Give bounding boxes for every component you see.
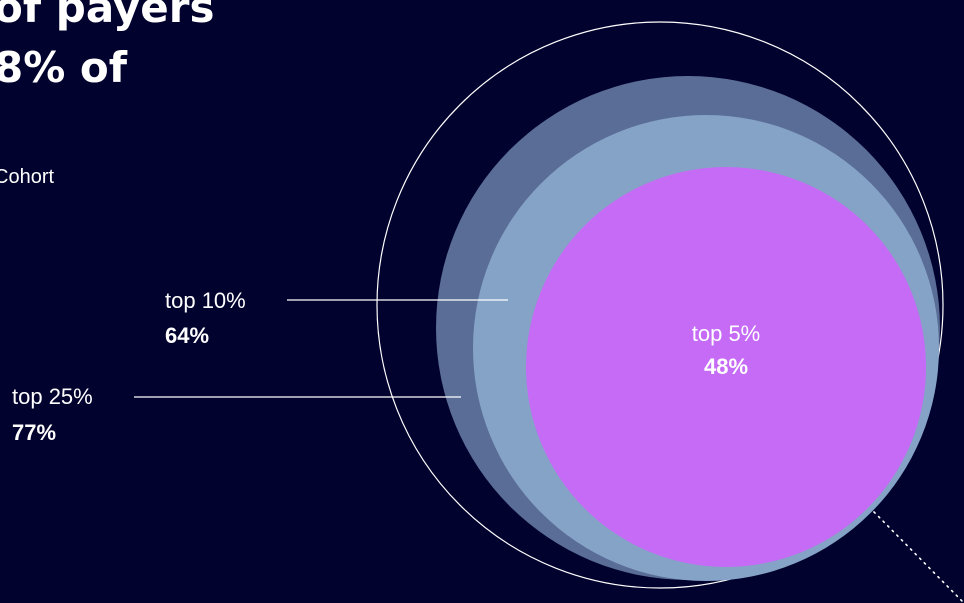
leader-line-dotted [873, 511, 964, 603]
label-top-25-name: top 25% [12, 384, 93, 409]
label-top-10-value: 64% [165, 323, 209, 348]
chart-headline: of payers 8% of [0, 0, 214, 98]
label-top-25-value: 77% [12, 420, 56, 445]
headline-line-2: 8% of [0, 43, 128, 92]
chart-subtitle: Cohort [0, 166, 55, 188]
label-top-5-name: top 5% [692, 321, 761, 346]
headline-line-1: of payers [0, 0, 215, 32]
label-top-5-value: 48% [704, 354, 748, 379]
label-top-10-name: top 10% [165, 288, 246, 313]
bubble-top-5 [526, 167, 926, 567]
total-outline-circle [376, 21, 944, 589]
